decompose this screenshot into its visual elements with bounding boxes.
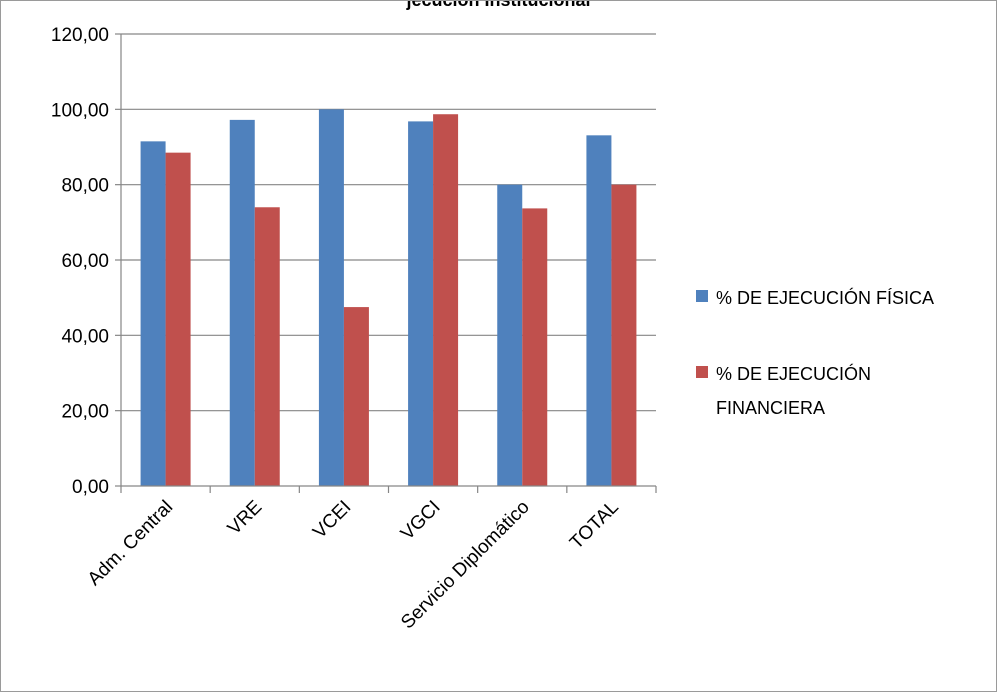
x-category-label: Adm. Central bbox=[84, 497, 177, 590]
legend-swatch bbox=[696, 290, 708, 302]
chart-title: jecución Institucional bbox=[406, 0, 591, 10]
y-tick-label: 100,00 bbox=[51, 100, 109, 121]
y-tick-label: 120,00 bbox=[51, 25, 109, 46]
legend-label: % DE EJECUCIÓN FÍSICA bbox=[716, 287, 934, 308]
bars bbox=[140, 109, 637, 487]
legend-swatch bbox=[696, 366, 708, 378]
bar-financiera bbox=[433, 114, 459, 486]
legend-label: FINANCIERA bbox=[716, 398, 825, 418]
y-tick-label: 0,00 bbox=[72, 477, 109, 498]
legend-label: % DE EJECUCIÓN bbox=[716, 363, 871, 384]
bar-fisica bbox=[408, 121, 434, 487]
bar-fisica bbox=[318, 109, 344, 486]
x-category-label: VGCI bbox=[397, 497, 445, 545]
bar-financiera bbox=[522, 208, 548, 486]
bar-financiera bbox=[254, 207, 280, 486]
y-tick-label: 80,00 bbox=[61, 176, 109, 197]
y-tick-label: 40,00 bbox=[61, 326, 109, 347]
x-category-label: TOTAL bbox=[566, 497, 623, 554]
bar-financiera bbox=[343, 307, 369, 486]
bar-financiera bbox=[611, 184, 637, 486]
legend: % DE EJECUCIÓN FÍSICA % DE EJECUCIÓN FINAN… bbox=[696, 287, 934, 418]
x-category-label: VCEI bbox=[309, 497, 355, 543]
y-tick-label: 20,00 bbox=[61, 402, 109, 423]
bar-fisica bbox=[497, 184, 523, 486]
bar-fisica bbox=[140, 141, 166, 486]
bar-fisica bbox=[586, 135, 612, 486]
bar-fisica bbox=[229, 119, 255, 486]
bar-financiera bbox=[165, 152, 191, 486]
x-category-label: VRE bbox=[224, 497, 266, 539]
gridlines bbox=[121, 33, 656, 412]
y-tick-label: 60,00 bbox=[61, 251, 109, 272]
